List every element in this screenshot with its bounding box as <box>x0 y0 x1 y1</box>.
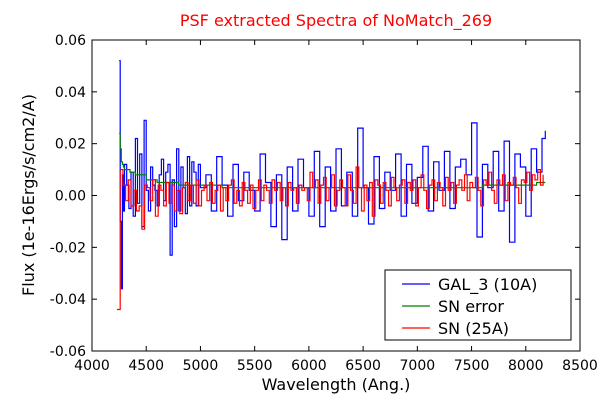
x-tick-label: 8500 <box>562 358 598 374</box>
legend-label-1: SN error <box>438 297 504 316</box>
legend: GAL_3 (10A) SN error SN (25A) <box>384 269 572 341</box>
y-tick-label: 0.06 <box>55 33 86 49</box>
x-tick-label: 7500 <box>454 358 490 374</box>
legend-label-0: GAL_3 (10A) <box>438 275 537 295</box>
x-tick-label: 4000 <box>74 358 110 374</box>
legend-label-2: SN (25A) <box>438 319 509 338</box>
y-tick-label: 0.02 <box>55 137 86 153</box>
x-axis: 4000 4500 5000 5500 6000 6500 7000 7500 8000 8500 <box>74 40 598 374</box>
y-axis: -0.06 -0.04 -0.02 0.00 0.02 0.04 0.06 <box>50 33 580 360</box>
series-layer <box>116 60 546 311</box>
x-tick-label: 6000 <box>291 358 327 374</box>
series-line-1 <box>119 132 546 189</box>
x-tick-label: 8000 <box>508 358 544 374</box>
y-tick-label: 0.00 <box>55 189 86 205</box>
series-line-0 <box>119 60 546 290</box>
y-tick-label: -0.02 <box>50 240 86 256</box>
x-tick-label: 5500 <box>237 358 273 374</box>
x-tick-label: 5000 <box>183 358 219 374</box>
x-axis-label: Wavelength (Ang.) <box>262 375 411 394</box>
chart-title: PSF extracted Spectra of NoMatch_269 <box>180 11 492 31</box>
x-tick-label: 7000 <box>400 358 436 374</box>
y-tick-label: 0.04 <box>55 85 86 101</box>
y-tick-label: -0.06 <box>50 344 86 360</box>
y-tick-label: -0.04 <box>50 292 86 308</box>
series-line-2 <box>116 166 544 311</box>
y-axis-label: Flux (1e-16Ergs/s/cm2/A) <box>19 94 38 296</box>
x-tick-label: 4500 <box>128 358 164 374</box>
x-tick-label: 6500 <box>345 358 381 374</box>
